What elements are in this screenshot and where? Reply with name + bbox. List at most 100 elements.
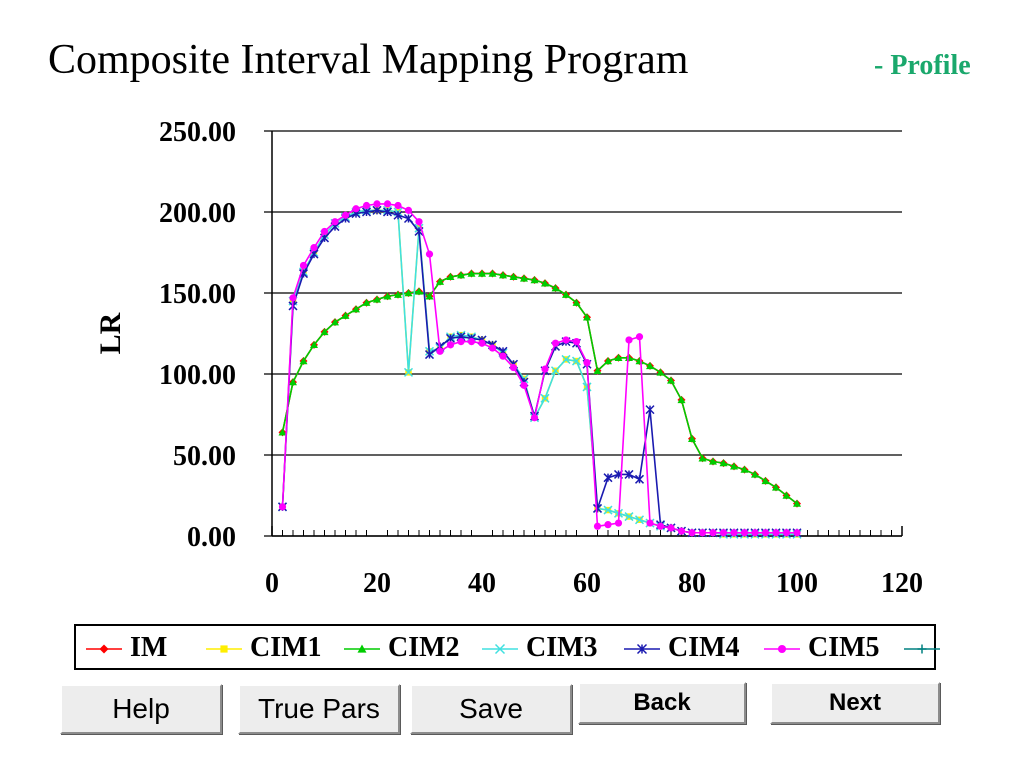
legend-label: IM (130, 632, 168, 663)
data-point-cim2 (415, 287, 423, 295)
series-cim1 (279, 207, 801, 538)
series-line-cim2 (281, 272, 798, 505)
data-point-cim2 (740, 465, 749, 473)
data-point-cim2 (761, 476, 770, 485)
data-point-cim2 (751, 470, 759, 478)
data-point-cim2 (373, 295, 381, 303)
legend-swatch-marker (494, 643, 506, 655)
data-point-cim5 (740, 529, 749, 537)
legend-swatch (86, 644, 122, 654)
data-point-cim5 (299, 261, 308, 270)
legend-swatch (904, 644, 940, 654)
data-point-cim5 (383, 200, 392, 208)
x-tick-label: 20 (363, 568, 391, 599)
data-point-cim5 (341, 211, 350, 219)
page-subtitle: - Profile (874, 50, 971, 81)
data-point-cim4 (624, 469, 634, 479)
data-point-cim5 (604, 521, 612, 529)
data-point-cim4 (372, 205, 382, 215)
data-point-cim5 (541, 365, 549, 373)
data-point-cim5 (646, 519, 654, 527)
series-cim3 (277, 205, 802, 539)
data-point-cim4 (634, 474, 645, 484)
back-button[interactable]: Back (578, 682, 746, 724)
y-tick-label: 250.00 (159, 117, 236, 148)
data-point-cim3 (634, 515, 645, 525)
data-point-cim2 (719, 459, 728, 467)
data-point-cim2 (278, 428, 287, 436)
data-point-cim5 (667, 524, 675, 532)
data-point-cim5 (698, 529, 707, 537)
data-point-cim5 (677, 527, 686, 535)
data-point-cim2 (331, 318, 339, 326)
y-tick-label: 200.00 (159, 198, 236, 229)
data-point-cim4 (424, 350, 435, 360)
data-point-cim5 (478, 339, 486, 347)
data-point-cim2 (604, 357, 612, 365)
data-point-cim5 (310, 244, 318, 252)
legend-swatch-marker (917, 644, 927, 654)
data-point-cim5 (793, 529, 801, 537)
data-point-cim2 (404, 289, 413, 297)
legend-swatch (206, 645, 242, 653)
help-button[interactable]: Help (60, 684, 222, 734)
data-point-cim2 (394, 290, 402, 298)
legend-swatch-marker (777, 644, 787, 654)
data-point-cim2 (730, 462, 738, 470)
data-point-cim5 (530, 414, 539, 422)
legend-swatch-marker (220, 645, 228, 653)
data-point-cim5 (373, 200, 381, 208)
data-point-cim5 (415, 218, 423, 226)
series-im (278, 269, 801, 508)
data-point-cim2 (488, 269, 497, 277)
data-point-cim4 (361, 207, 372, 217)
data-point-cim5 (709, 529, 717, 537)
data-point-cim2 (457, 271, 465, 279)
data-point-cim2 (530, 276, 539, 284)
data-point-cim2 (362, 298, 371, 306)
data-point-cim5 (520, 381, 528, 389)
data-point-cim5 (394, 201, 402, 210)
legend-label: CIM1 (250, 632, 322, 663)
data-point-cim3 (550, 366, 561, 376)
data-point-cim2 (614, 353, 623, 361)
true-pars-button[interactable]: True Pars (238, 684, 400, 734)
next-button[interactable]: Next (770, 682, 940, 724)
data-point-cim5 (688, 529, 696, 537)
data-point-cim5 (782, 529, 791, 537)
data-point-cim2 (320, 327, 329, 336)
data-point-cim5 (509, 363, 518, 372)
data-point-cim3 (561, 354, 571, 364)
data-point-cim4 (592, 503, 603, 513)
legend-swatch (764, 644, 800, 654)
series-line-im (281, 272, 798, 505)
data-point-cim5 (446, 341, 455, 349)
data-point-cim5 (572, 338, 581, 346)
data-point-cim2 (299, 357, 308, 365)
data-point-cim3 (403, 367, 414, 377)
legend-swatch-marker (99, 644, 109, 654)
data-point-cim2 (520, 274, 528, 282)
lr-profile-chart: 0.00 50.00 100.00 150.00 200.00 250.00 0 20 40 60… (94, 117, 923, 599)
data-point-cim5 (625, 336, 633, 344)
x-tick-label: 80 (678, 568, 706, 599)
data-point-cim2 (625, 353, 633, 361)
series-line-cim3 (281, 209, 797, 536)
data-point-cim2 (782, 491, 791, 499)
series-cim2 (278, 269, 801, 507)
data-point-cim5 (362, 201, 371, 210)
save-button[interactable]: Save (410, 684, 572, 734)
data-point-cim2 (509, 272, 518, 280)
legend-label: CIM4 (668, 632, 740, 663)
data-point-cim2 (478, 269, 486, 277)
data-point-cim2 (698, 454, 707, 462)
data-point-cim2 (562, 290, 570, 298)
data-point-cim5 (289, 294, 297, 302)
legend-swatch-marker (636, 643, 648, 655)
data-point-cim2 (541, 279, 549, 287)
data-point-cim5 (751, 529, 759, 537)
data-point-cim2 (289, 378, 297, 386)
data-point-cim5 (772, 529, 780, 537)
data-point-cim2 (310, 340, 318, 349)
y-tick-label: 100.00 (159, 360, 236, 391)
